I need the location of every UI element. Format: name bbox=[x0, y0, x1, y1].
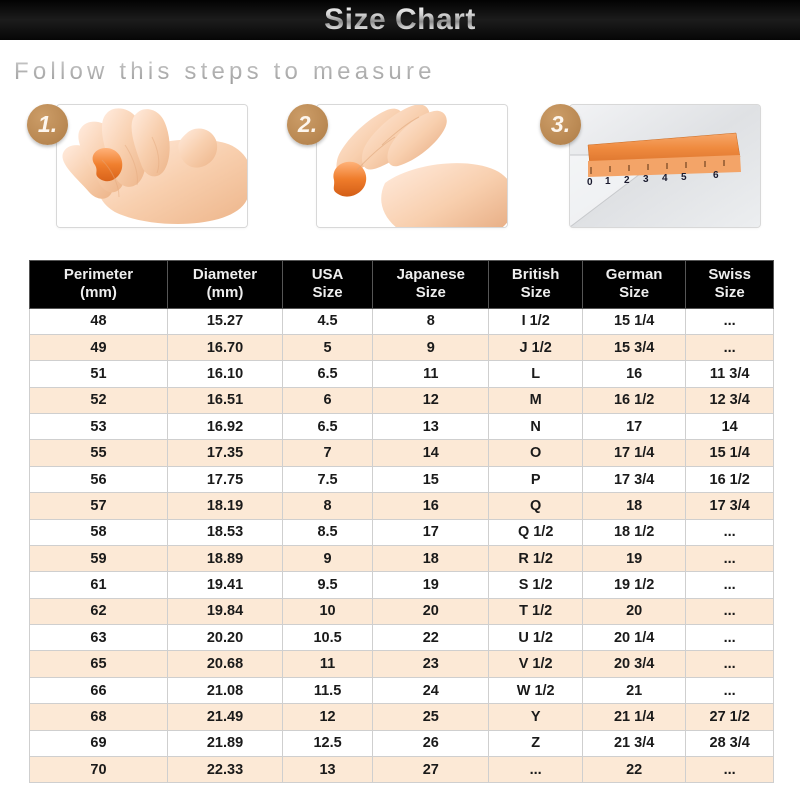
svg-text:0: 0 bbox=[587, 177, 593, 188]
svg-text:1: 1 bbox=[605, 176, 611, 187]
svg-text:3: 3 bbox=[643, 174, 649, 185]
svg-text:5: 5 bbox=[681, 172, 687, 183]
svg-text:6: 6 bbox=[713, 170, 719, 181]
svg-text:2: 2 bbox=[624, 175, 630, 186]
svg-text:4: 4 bbox=[662, 173, 668, 184]
